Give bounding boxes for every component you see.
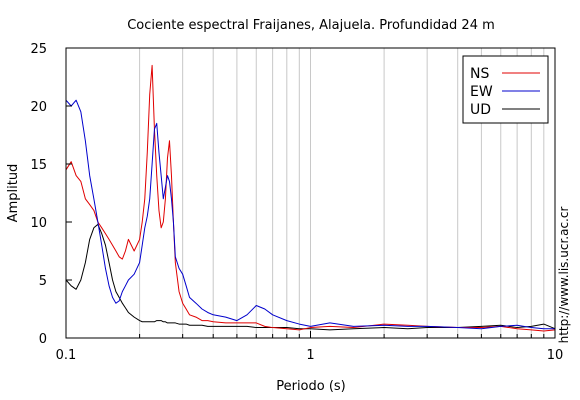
series-lines (65, 64, 556, 332)
grid-lines (139, 48, 545, 338)
y-tick-label: 20 (30, 100, 47, 115)
x-tick-label: 10 (547, 348, 564, 363)
y-tick-label: 0 (39, 332, 47, 347)
x-axis-label: Periodo (s) (276, 379, 346, 394)
series-line-ns (65, 64, 556, 332)
y-tick-label: 5 (39, 274, 47, 289)
series-line-ud (65, 223, 556, 331)
chart-title: Cociente espectral Fraijanes, Alajuela. … (127, 18, 495, 33)
y-tick-label: 10 (30, 216, 47, 231)
x-tick-label: 1 (306, 348, 314, 363)
y-tick-label: 25 (30, 42, 47, 57)
x-tick-label: 0.1 (56, 348, 77, 363)
y-axis-label: Amplitud (6, 164, 21, 223)
legend-label-ew: EW (470, 84, 493, 100)
legend: NS EW UD (462, 55, 549, 124)
series-line-ew (65, 99, 555, 330)
credit-url: http://www.lis.ucr.ac.cr (557, 207, 571, 344)
legend-label-ud: UD (470, 102, 491, 118)
legend-box (462, 55, 549, 124)
legend-label-ns: NS (470, 66, 489, 82)
y-tick-label: 15 (30, 158, 47, 173)
axis-ticks: 0.1 1 10 0 5 10 15 20 25 (30, 42, 563, 363)
